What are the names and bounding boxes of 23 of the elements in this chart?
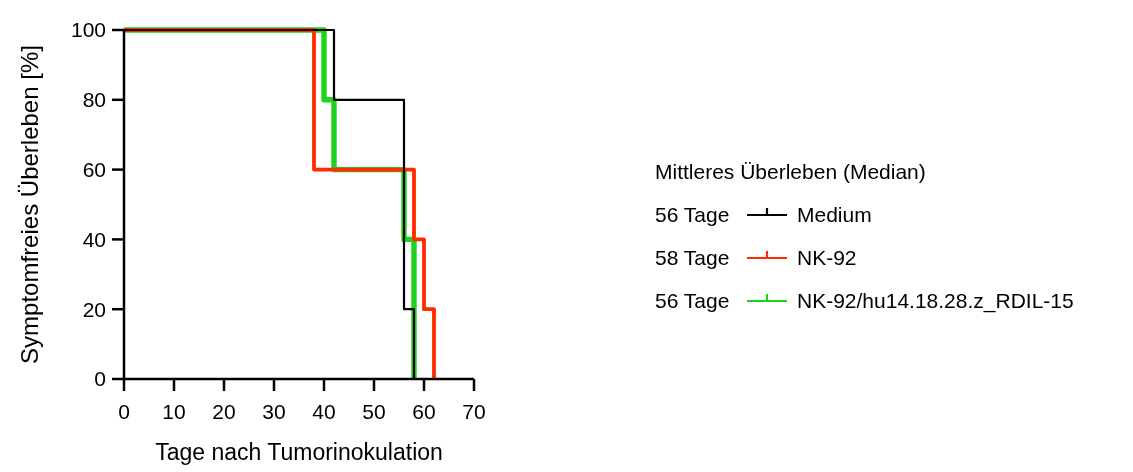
x-tick-label: 0 bbox=[118, 400, 130, 423]
text: 56 Tage bbox=[655, 289, 730, 313]
y-tick-label: 80 bbox=[82, 88, 106, 112]
y-tick-label: 40 bbox=[82, 227, 106, 251]
x-tick-label: 50 bbox=[362, 400, 386, 423]
y-tick-label: 20 bbox=[82, 297, 106, 321]
legend-label: NK-92 bbox=[797, 246, 857, 270]
x-tick-label: 30 bbox=[262, 400, 286, 423]
x-axis-title: Tage nach Tumorinokulation bbox=[155, 439, 443, 465]
y-tick-label: 100 bbox=[70, 18, 106, 42]
x-tick-label: 40 bbox=[312, 400, 336, 423]
x-tick-label: 10 bbox=[162, 400, 186, 423]
y-tick-label: 0 bbox=[94, 367, 106, 391]
legend-label: Medium bbox=[797, 203, 872, 227]
y-axis-title: Symptomfreies Überleben [%] bbox=[16, 45, 43, 364]
x-tick-label: 70 bbox=[462, 400, 486, 423]
x-tick-label: 60 bbox=[412, 400, 436, 423]
text: 56 Tage bbox=[655, 203, 730, 227]
y-tick-label: 60 bbox=[82, 157, 106, 181]
legend-title: Mittleres Überleben (Median) bbox=[655, 160, 926, 184]
text: 58 Tage bbox=[655, 246, 730, 270]
x-tick-label: 20 bbox=[212, 400, 236, 423]
legend-label: NK-92/hu14.18.28.z_RDIL-15 bbox=[797, 289, 1074, 314]
